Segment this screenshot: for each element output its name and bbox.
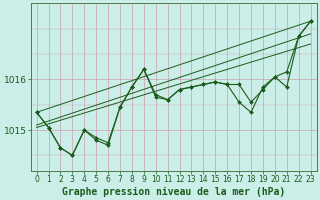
X-axis label: Graphe pression niveau de la mer (hPa): Graphe pression niveau de la mer (hPa) — [62, 186, 285, 197]
